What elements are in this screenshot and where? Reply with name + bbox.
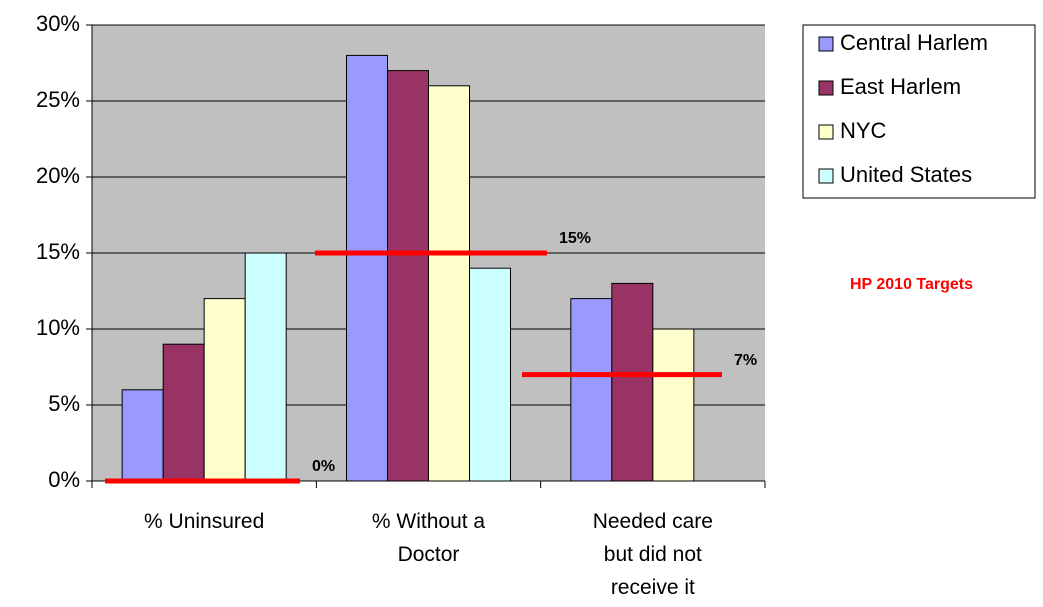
bar bbox=[570, 298, 613, 482]
y-tick-label: 20% bbox=[36, 163, 80, 188]
bar bbox=[611, 282, 654, 482]
x-tick-label: % Without a Doctor bbox=[371, 510, 486, 566]
bar bbox=[428, 85, 470, 482]
target-label: 0% bbox=[312, 458, 335, 475]
y-tick-label: 5% bbox=[48, 391, 80, 416]
legend-label: NYC bbox=[840, 118, 887, 143]
bar bbox=[652, 328, 695, 482]
bar bbox=[346, 54, 388, 482]
y-tick-label: 25% bbox=[36, 87, 80, 112]
legend-label: East Harlem bbox=[840, 74, 961, 99]
target-label: 7% bbox=[734, 352, 757, 369]
y-tick-label: 10% bbox=[36, 315, 80, 340]
x-tick-label: Needed care but did not receive it bbox=[592, 510, 713, 599]
legend-swatch bbox=[818, 168, 834, 184]
legend-label: Central Harlem bbox=[840, 30, 988, 55]
legend-swatch bbox=[818, 124, 834, 140]
target-label: 15% bbox=[559, 230, 591, 247]
legend-swatch bbox=[818, 36, 834, 52]
bar bbox=[121, 389, 164, 482]
bar bbox=[244, 252, 287, 482]
legend-swatch bbox=[818, 80, 834, 96]
y-tick-label: 30% bbox=[36, 11, 80, 36]
y-tick-label: 0% bbox=[48, 467, 80, 492]
bar bbox=[469, 267, 511, 482]
legend-label: United States bbox=[840, 162, 972, 187]
y-tick-label: 15% bbox=[36, 239, 80, 264]
annotation: HP 2010 Targets bbox=[850, 276, 973, 293]
bar bbox=[203, 298, 246, 482]
bar bbox=[387, 70, 429, 482]
legend-box bbox=[802, 24, 1036, 199]
x-tick-label: % Uninsured bbox=[144, 510, 265, 533]
bar bbox=[162, 343, 205, 482]
